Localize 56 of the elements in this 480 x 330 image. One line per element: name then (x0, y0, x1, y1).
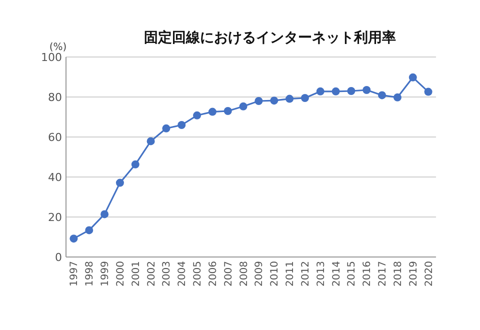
point (116, 178, 124, 187)
x-tick-label: 2011 (285, 261, 296, 286)
x-tick-label: 2012 (300, 261, 312, 286)
point (347, 87, 356, 95)
x-tick-label: 1999 (100, 261, 112, 286)
point (332, 87, 340, 96)
x-tick-label: 2009 (254, 261, 266, 286)
x-tick-label: 2016 (362, 261, 374, 286)
x-tick-label: 2003 (162, 261, 173, 286)
point (270, 96, 278, 105)
point (424, 88, 432, 96)
x-tick-label: 2018 (392, 261, 404, 286)
point (100, 210, 109, 218)
y-tick-label: 0 (55, 251, 62, 264)
point (239, 102, 248, 110)
point (178, 121, 186, 129)
point (393, 93, 402, 102)
point (300, 94, 309, 102)
y-tick-label: 80 (48, 91, 62, 104)
x-tick-label: 2004 (177, 261, 188, 286)
point (146, 137, 155, 146)
x-tick-label: 2020 (424, 261, 435, 286)
x-tick-label: 2010 (270, 261, 281, 286)
point (286, 94, 294, 103)
x-tick-label: 2017 (378, 261, 389, 286)
point (362, 86, 371, 94)
y-axis-title: (%) (49, 42, 67, 53)
y-tick-label: 20 (48, 211, 62, 224)
point (162, 124, 170, 132)
x-tick-label: 2001 (130, 261, 142, 286)
point (85, 226, 94, 234)
x-tick-label: 2006 (208, 261, 219, 286)
point (254, 97, 263, 105)
point (378, 91, 386, 100)
y-tick-label: 60 (48, 131, 62, 144)
x-tick-label: 1998 (84, 261, 96, 286)
point (193, 111, 202, 120)
point (224, 107, 232, 115)
x-tick-label: 2002 (146, 261, 158, 286)
x-tick-label: 2019 (408, 261, 420, 286)
y-tick-label: 100 (41, 51, 62, 64)
point (131, 160, 140, 168)
x-tick-label: 2014 (331, 261, 342, 286)
y-tick-label: 40 (48, 171, 62, 184)
x-tick-label: 2005 (192, 261, 204, 286)
point (208, 108, 216, 116)
point (408, 73, 417, 82)
x-tick-label: 2008 (238, 261, 250, 286)
chart-title: 固定回線におけるインターネット利用率 (144, 29, 396, 46)
point (70, 234, 78, 243)
x-tick-label: 1997 (69, 261, 80, 286)
x-tick-label: 2015 (346, 261, 358, 286)
x-tick-label: 2013 (316, 261, 327, 286)
x-tick-label: 2007 (223, 261, 234, 286)
x-tick-label: 2000 (115, 261, 126, 286)
point (316, 87, 324, 96)
